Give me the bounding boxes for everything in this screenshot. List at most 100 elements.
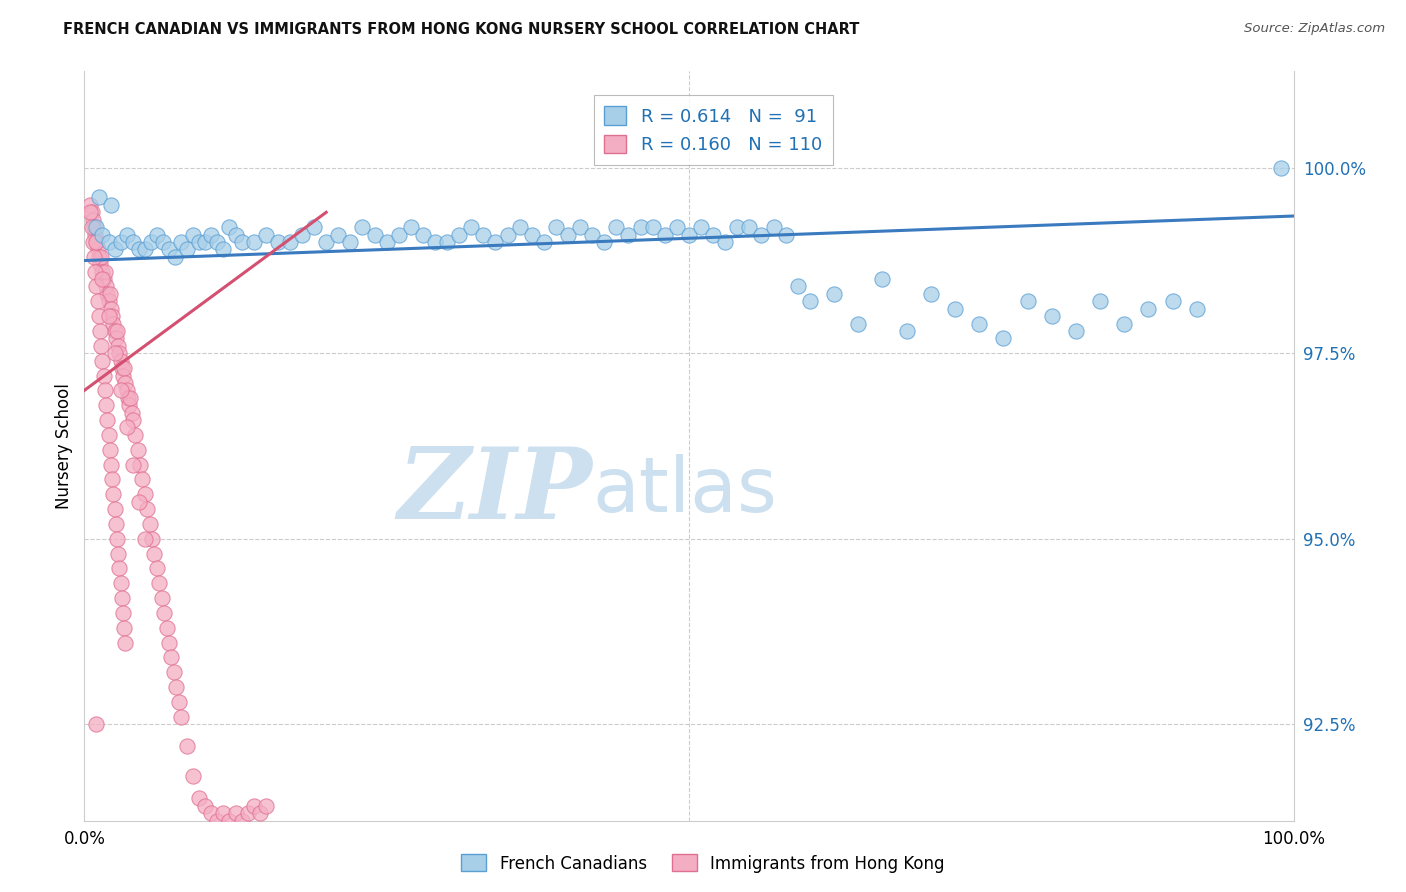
Point — [254, 227, 277, 242]
Point — [236, 806, 259, 821]
Point — [124, 428, 146, 442]
Point — [97, 235, 120, 249]
Point — [134, 532, 156, 546]
Point — [121, 458, 143, 472]
Point — [544, 220, 567, 235]
Point — [315, 235, 337, 249]
Point — [93, 368, 115, 383]
Point — [100, 301, 122, 316]
Point — [128, 243, 150, 257]
Point — [165, 680, 187, 694]
Point — [157, 243, 180, 257]
Point — [725, 220, 748, 235]
Point — [104, 502, 127, 516]
Point — [569, 220, 592, 235]
Point — [121, 413, 143, 427]
Point — [96, 287, 118, 301]
Point — [101, 309, 124, 323]
Point — [79, 205, 101, 219]
Point — [823, 287, 845, 301]
Point — [302, 220, 325, 235]
Point — [593, 235, 616, 249]
Point — [86, 294, 108, 309]
Point — [1270, 161, 1292, 175]
Point — [375, 235, 398, 249]
Point — [533, 235, 555, 249]
Point — [103, 317, 125, 331]
Point — [97, 294, 120, 309]
Point — [176, 739, 198, 754]
Point — [943, 301, 966, 316]
Point — [160, 650, 183, 665]
Point — [97, 309, 120, 323]
Point — [200, 806, 222, 821]
Point — [101, 472, 124, 486]
Point — [509, 220, 531, 235]
Point — [114, 376, 136, 390]
Point — [1064, 324, 1087, 338]
Point — [267, 235, 290, 249]
Point — [218, 814, 240, 828]
Point — [79, 198, 101, 212]
Point — [799, 294, 821, 309]
Point — [1161, 294, 1184, 309]
Point — [496, 227, 519, 242]
Point — [181, 227, 204, 242]
Point — [449, 227, 471, 242]
Point — [690, 220, 713, 235]
Point — [484, 235, 506, 249]
Point — [165, 250, 187, 264]
Point — [97, 428, 120, 442]
Point — [967, 317, 990, 331]
Point — [328, 227, 350, 242]
Point — [100, 198, 122, 212]
Point — [846, 317, 869, 331]
Point — [86, 243, 108, 257]
Point — [83, 250, 105, 264]
Point — [200, 227, 222, 242]
Point — [120, 391, 142, 405]
Point — [291, 227, 314, 242]
Text: ZIP: ZIP — [398, 442, 592, 539]
Point — [114, 635, 136, 649]
Point — [212, 806, 235, 821]
Point — [148, 576, 170, 591]
Point — [91, 353, 114, 368]
Point — [207, 814, 229, 828]
Point — [188, 235, 211, 249]
Point — [617, 227, 640, 242]
Point — [115, 384, 138, 398]
Point — [249, 806, 271, 821]
Point — [786, 279, 808, 293]
Point — [80, 220, 103, 235]
Point — [460, 220, 482, 235]
Point — [412, 227, 434, 242]
Point — [136, 502, 159, 516]
Point — [131, 472, 153, 486]
Text: atlas: atlas — [592, 454, 778, 528]
Text: FRENCH CANADIAN VS IMMIGRANTS FROM HONG KONG NURSERY SCHOOL CORRELATION CHART: FRENCH CANADIAN VS IMMIGRANTS FROM HONG … — [63, 22, 859, 37]
Point — [557, 227, 579, 242]
Point — [86, 279, 108, 293]
Point — [86, 235, 108, 249]
Point — [1017, 294, 1039, 309]
Point — [108, 561, 131, 575]
Point — [143, 547, 166, 561]
Point — [103, 487, 125, 501]
Point — [87, 250, 110, 264]
Point — [605, 220, 627, 235]
Point — [112, 368, 135, 383]
Point — [738, 220, 761, 235]
Point — [146, 561, 169, 575]
Point — [399, 220, 422, 235]
Point — [82, 212, 104, 227]
Point — [110, 353, 132, 368]
Point — [141, 532, 163, 546]
Point — [581, 227, 603, 242]
Point — [110, 384, 132, 398]
Point — [654, 227, 676, 242]
Point — [1088, 294, 1111, 309]
Point — [112, 361, 135, 376]
Point — [108, 346, 131, 360]
Point — [107, 547, 129, 561]
